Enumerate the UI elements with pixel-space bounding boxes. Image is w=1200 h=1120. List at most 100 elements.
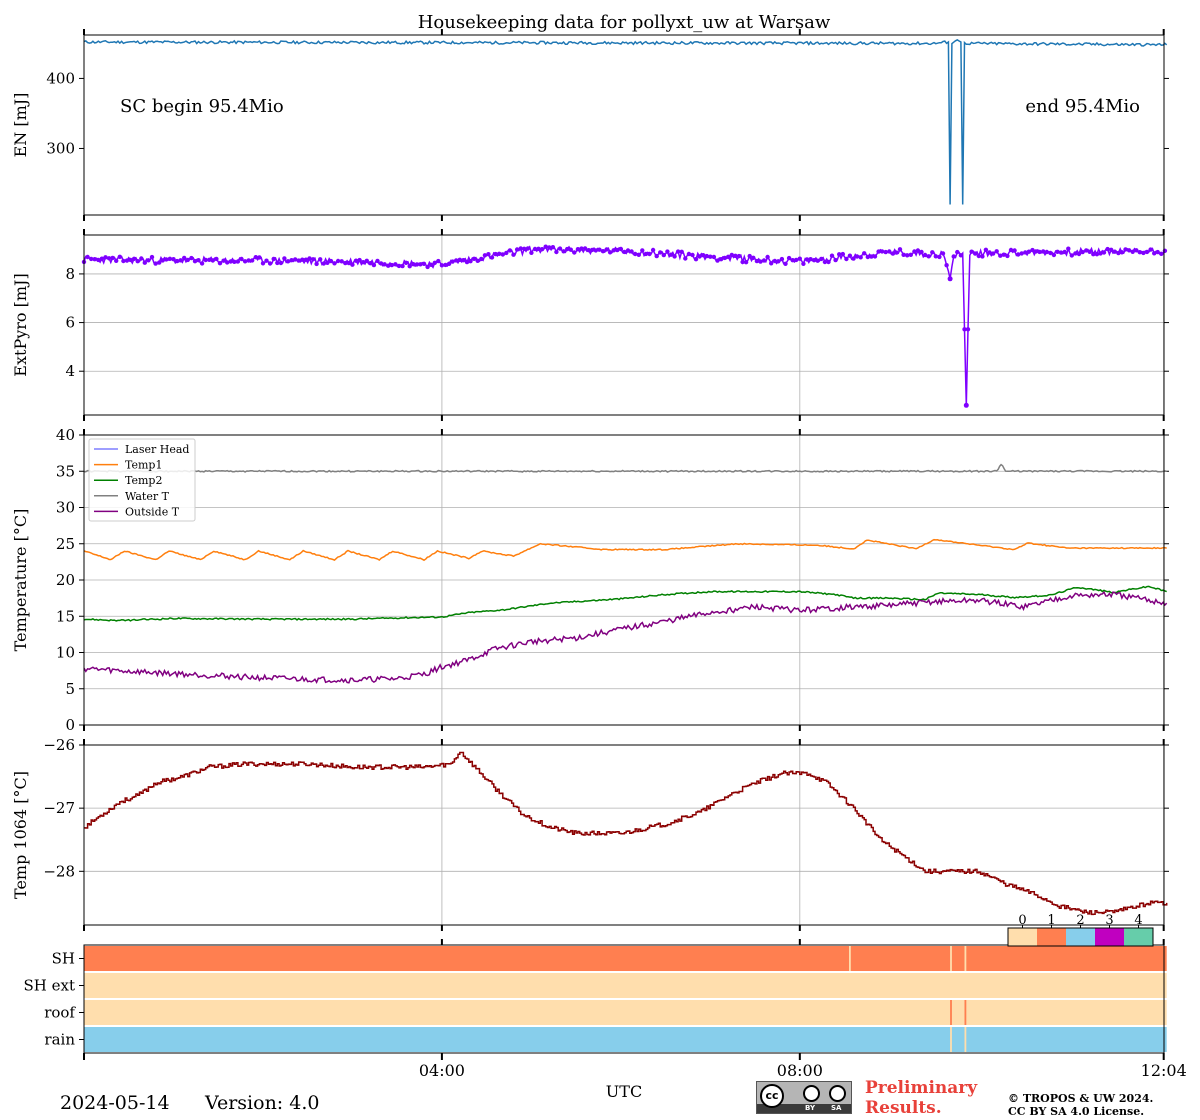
extpyro-point [847, 253, 853, 258]
extpyro-point [987, 250, 992, 255]
y-tick-label: 6 [65, 314, 75, 332]
extpyro-point [951, 254, 956, 259]
extpyro-point [733, 253, 738, 258]
y-tick-label: 4 [65, 362, 75, 380]
colorbar-cell [1095, 928, 1124, 946]
extpyro-point [407, 264, 412, 269]
extpyro-point [963, 402, 969, 408]
extpyro-point [228, 259, 233, 264]
legend-box [88, 438, 196, 522]
extpyro-point [436, 258, 441, 264]
extpyro-point [890, 251, 896, 256]
status-cell-rain [84, 1027, 1167, 1052]
extpyro-point [486, 252, 491, 257]
extpyro-point [840, 251, 845, 257]
extpyro-point [858, 255, 863, 260]
y-tick-label: 10 [56, 644, 75, 662]
extpyro-panel: 4 6 8 ExtPyro [mJ] [11, 229, 1169, 421]
extpyro-point [493, 251, 498, 257]
extpyro-point [1008, 247, 1014, 253]
extpyro-point [171, 257, 176, 262]
extpyro-point [1062, 249, 1067, 255]
preliminary-line1: Preliminary [865, 1078, 978, 1098]
extpyro-point [264, 258, 269, 263]
extpyro-point [257, 255, 262, 260]
extpyro-point [239, 256, 244, 262]
extpyro-point [339, 259, 344, 264]
extpyro-point [235, 259, 241, 264]
extpyro-point [769, 261, 774, 266]
extpyro-point [1126, 248, 1132, 253]
extpyro-point [489, 255, 495, 260]
extpyro-point [164, 257, 169, 262]
extpyro-point [529, 250, 534, 255]
extpyro-point [572, 250, 577, 255]
extpyro-point [314, 261, 319, 267]
extpyro-point [980, 254, 985, 259]
extpyro-point [729, 252, 734, 258]
extpyro-point [246, 258, 251, 263]
y-tick-label: 20 [56, 571, 75, 589]
extpyro-point [701, 253, 706, 258]
extpyro-point [350, 262, 355, 267]
extpyro-point [225, 260, 230, 265]
y-tick-label: 30 [56, 499, 75, 517]
extpyro-point [203, 257, 208, 263]
extpyro-point [1012, 248, 1017, 253]
extpyro-point [321, 261, 326, 266]
extpyro-point [117, 254, 123, 259]
y-tick-label: 300 [46, 139, 75, 157]
extpyro-point [267, 261, 273, 266]
extpyro-point [457, 257, 462, 262]
extpyro-point [139, 256, 144, 261]
extpyro-point [650, 247, 656, 253]
status-row-label: roof [44, 1004, 76, 1022]
extpyro-point [1094, 252, 1100, 257]
extpyro-point [693, 257, 699, 262]
extpyro-point [668, 252, 674, 257]
extpyro-point [779, 256, 785, 262]
extpyro-point [389, 262, 394, 268]
status-panel: SH SH ext roof rain 04:00 08:00 12:04 [24, 939, 1187, 1080]
status-cell-sh [849, 946, 851, 971]
extpyro-point [232, 259, 237, 264]
extpyro-point [182, 255, 187, 261]
extpyro-point [625, 248, 631, 253]
extpyro-point [804, 257, 810, 262]
extpyro-point [400, 263, 405, 269]
extpyro-point [124, 258, 130, 263]
extpyro-point [461, 258, 466, 263]
extpyro-point [1044, 249, 1050, 255]
copyright-line2: CC BY SA 4.0 License. [1008, 1105, 1145, 1118]
extpyro-point [901, 252, 906, 257]
extpyro-point [643, 251, 649, 257]
extpyro-point [998, 253, 1003, 258]
extpyro-point [894, 250, 899, 255]
extpyro-point [919, 249, 924, 255]
temperature-series-temp1 [83, 538, 1167, 562]
extpyro-point [897, 247, 903, 252]
extpyro-point [593, 248, 598, 253]
extpyro-point [1098, 251, 1103, 256]
extpyro-point [103, 255, 108, 260]
extpyro-point [300, 257, 305, 262]
extpyro-point [454, 258, 459, 263]
extpyro-point [937, 254, 942, 260]
extpyro-point [1076, 251, 1082, 257]
extpyro-point [794, 257, 799, 263]
status-cell-sh-ext [84, 973, 1167, 998]
extpyro-point [289, 258, 294, 263]
extpyro-point [550, 245, 556, 250]
y-tick-label: 8 [65, 265, 75, 283]
temperature-legend: Laser Head Temp1 Temp2 Water T Outside T [88, 438, 196, 522]
extpyro-point [955, 249, 960, 255]
y-tick-label: 5 [65, 680, 75, 698]
extpyro-point [543, 244, 548, 249]
extpyro-point [1037, 249, 1042, 255]
extpyro-point [604, 247, 609, 252]
extpyro-point [282, 256, 287, 261]
y-axis-label: EN [mJ] [11, 93, 30, 158]
extpyro-point [615, 247, 620, 253]
extpyro-point [1080, 249, 1085, 255]
extpyro-point [539, 247, 545, 252]
